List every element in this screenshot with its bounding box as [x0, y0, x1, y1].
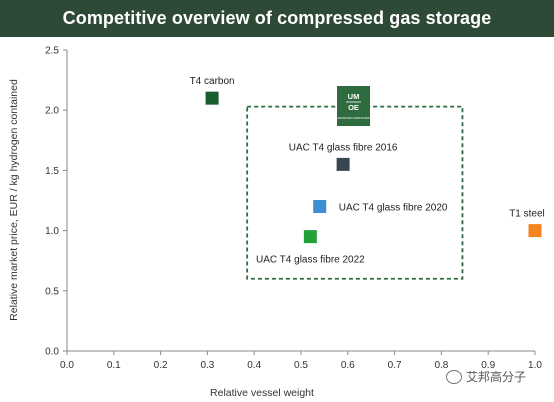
x-tick-label: 0.1 — [107, 360, 121, 371]
wechat-icon — [446, 369, 462, 384]
y-tick-label: 1.5 — [45, 166, 59, 177]
data-point — [303, 230, 317, 244]
x-tick-label: 0.4 — [247, 360, 261, 371]
x-tick-label: 0.2 — [154, 360, 168, 371]
watermark-text: 艾邦高分子 — [466, 370, 527, 384]
y-tick-label: 2.0 — [45, 106, 59, 117]
x-axis-label: Relative vessel weight — [210, 387, 314, 399]
x-tick-label: 0.8 — [434, 360, 448, 371]
data-point-label: UAC T4 glass fibre 2022 — [256, 255, 365, 266]
data-point — [528, 224, 542, 238]
x-tick-label: 0.0 — [60, 360, 74, 371]
data-point-label: T4 carbon — [190, 76, 235, 87]
data-point-label: T1 steel — [509, 209, 545, 220]
x-tick-label: 0.7 — [388, 360, 402, 371]
y-axis-label: Relative market price, EUR / kg hydrogen… — [8, 79, 20, 321]
data-point — [313, 200, 327, 214]
y-tick-label: 0.5 — [45, 286, 59, 297]
logo-text-bottom: OE — [348, 103, 359, 112]
x-tick-label: 0.6 — [341, 360, 355, 371]
data-point — [336, 157, 350, 171]
logo-caption: ADVANCED COMPOSITES — [337, 116, 370, 120]
highlight-box — [246, 105, 464, 280]
watermark: 艾邦高分子 — [446, 368, 526, 385]
x-tick-label: 1.0 — [528, 360, 542, 371]
x-tick-label: 0.9 — [481, 360, 495, 371]
data-point-label: UAC T4 glass fibre 2020 — [339, 203, 448, 214]
data-point — [205, 91, 219, 105]
y-tick-label: 1.0 — [45, 226, 59, 237]
title-bar: Competitive overview of compressed gas s… — [0, 0, 554, 37]
x-tick-label: 0.3 — [200, 360, 214, 371]
data-point-label: UAC T4 glass fibre 2016 — [289, 142, 398, 153]
x-tick-label: 0.5 — [294, 360, 308, 371]
y-tick-label: 0.0 — [45, 347, 59, 358]
umoe-logo — [337, 86, 370, 126]
y-tick-label: 2.5 — [45, 46, 59, 57]
page-title: Competitive overview of compressed gas s… — [62, 8, 492, 28]
logo-text-top: UM — [348, 92, 360, 101]
